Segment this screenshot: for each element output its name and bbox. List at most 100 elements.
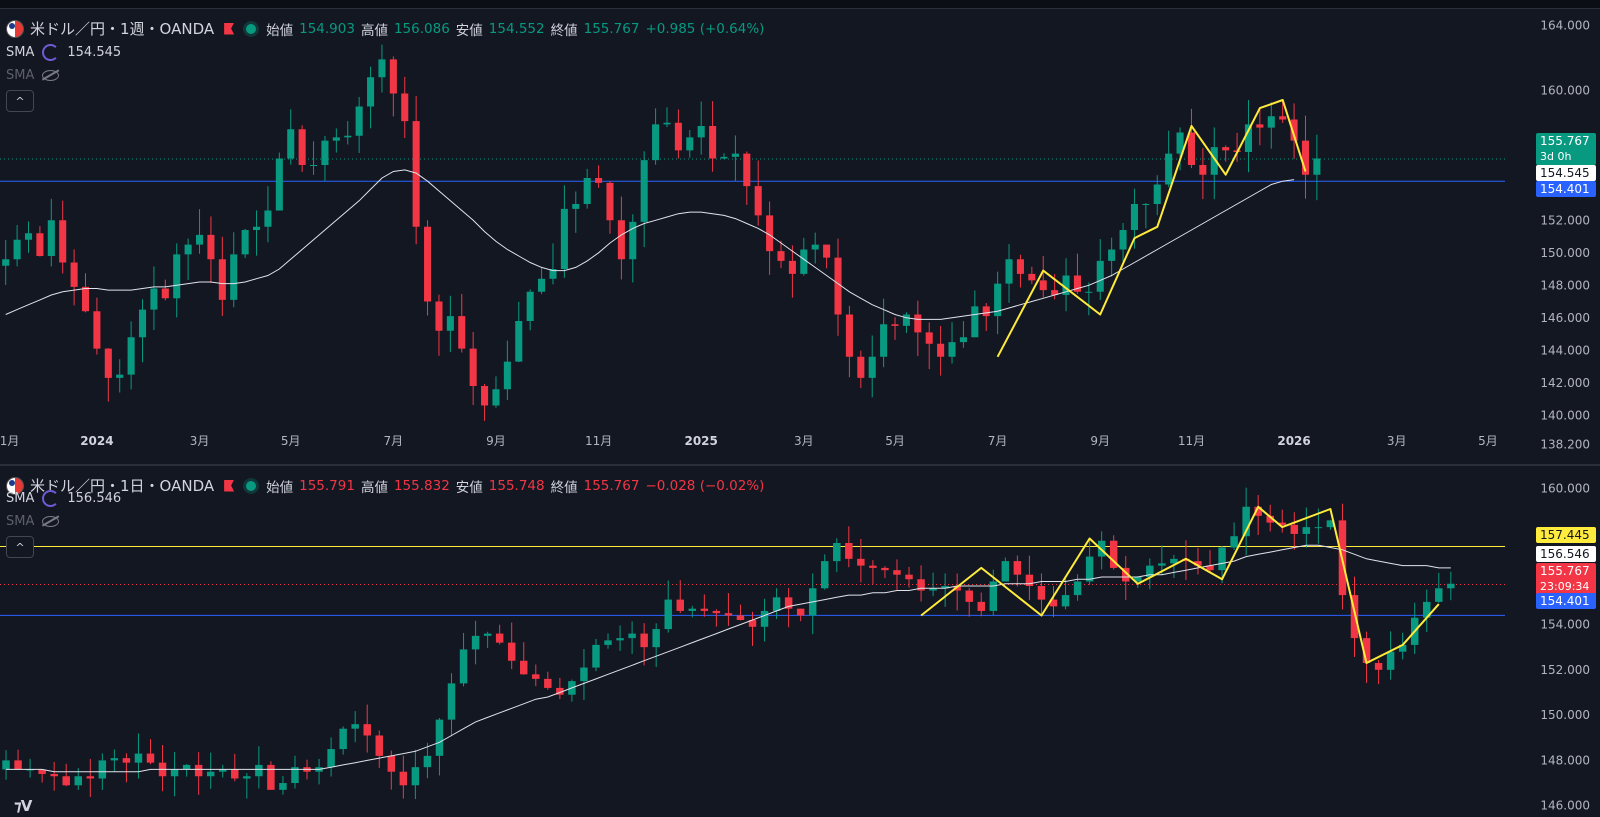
candle-body (459, 649, 468, 684)
change-value: −0.028 (−0.02%) (645, 477, 765, 494)
weekly-sma-hidden-indicator[interactable]: SMA (6, 68, 60, 83)
red-flag-icon[interactable] (224, 479, 235, 492)
candle-body (424, 226, 432, 302)
collapse-legend-button[interactable]: ^ (6, 90, 34, 112)
candle-body (327, 749, 335, 768)
eye-hidden-icon[interactable] (42, 516, 60, 527)
candle-body (937, 343, 945, 357)
candle-body (796, 608, 805, 616)
daily-sma-indicator[interactable]: SMA 156.546 (6, 490, 121, 507)
eye-hidden-icon[interactable] (42, 70, 60, 81)
candle-body (604, 640, 612, 645)
candle-body (150, 288, 158, 310)
tradingview-logo-icon[interactable]: ⁊V (14, 797, 32, 815)
candle-body (1085, 291, 1093, 293)
candle-body (194, 764, 203, 777)
hline-price-tag: 154.401 (1536, 181, 1596, 197)
candle-body (2, 259, 10, 266)
candle-body (823, 244, 831, 258)
candle-body (332, 137, 340, 141)
usdjpy-flag-icon (6, 19, 24, 38)
candle-body (74, 776, 82, 786)
candle-body (252, 226, 261, 230)
candle-body (959, 337, 967, 343)
candle-body (93, 311, 101, 349)
pane-divider[interactable] (0, 464, 1600, 466)
close-label: 終値 (550, 479, 578, 496)
daily-chart-canvas[interactable]: 146.000148.000150.000152.000154.000158.0… (0, 466, 1600, 817)
candle-body (387, 755, 396, 772)
weekly-chart-panel[interactable]: 138.200 140.000 142.000 144.000 146.000 148.0… (0, 9, 1600, 464)
y-tick-label: 154.000 (1540, 618, 1590, 632)
candle-body (116, 374, 124, 378)
candle-body (1210, 147, 1218, 175)
last-price-tag: 155.767 23:09:34 (1536, 563, 1596, 595)
candle-body (948, 342, 956, 357)
candle-body (146, 753, 155, 763)
candle-body (1326, 520, 1335, 528)
candle-body (503, 361, 511, 390)
candle-body (195, 234, 204, 245)
candle-body (1016, 259, 1024, 274)
candle-body (1350, 595, 1359, 639)
candle-body (965, 590, 973, 602)
candle-body (1073, 275, 1081, 292)
daily-chart-panel[interactable]: 146.000148.000150.000152.000154.000158.0… (0, 466, 1600, 817)
candle-body (917, 579, 925, 591)
candle-body (495, 633, 504, 643)
candle-body (1218, 547, 1226, 571)
candle-body (1187, 132, 1195, 165)
candle-body (640, 633, 648, 648)
change-value: +0.985 (+0.64%) (645, 20, 765, 37)
x-tick-label: 5月 (281, 434, 301, 448)
candle-body (1362, 638, 1371, 664)
candle-body (1423, 601, 1431, 618)
collapse-legend-button[interactable]: ^ (6, 536, 34, 558)
y-tick-label: 150.000 (1540, 708, 1590, 722)
candle-body (469, 348, 477, 386)
candle-body (1266, 515, 1274, 523)
candle-body (857, 558, 865, 566)
red-flag-icon[interactable] (224, 22, 235, 35)
open-label: 始値 (266, 479, 294, 496)
candle-body (401, 93, 409, 122)
candle-body (686, 137, 694, 151)
candle-body (869, 565, 877, 568)
candle-body (532, 674, 540, 679)
daily-symbol-title[interactable]: 米ドル／円・1日・OANDA (30, 477, 215, 495)
candle-body (264, 210, 272, 227)
candle-body (616, 638, 624, 641)
candle-body (38, 769, 46, 774)
candle-body (1301, 140, 1310, 175)
candle-body (435, 719, 444, 756)
candle-body (1176, 132, 1184, 154)
candle-body (310, 165, 318, 166)
candle-body (520, 660, 528, 675)
candle-body (994, 283, 1002, 317)
candle-body (36, 233, 44, 256)
candle-body (526, 291, 534, 321)
candle-body (1447, 583, 1455, 589)
candle-body (1001, 561, 1010, 582)
candle-body (720, 156, 728, 159)
weekly-symbol-title[interactable]: 米ドル／円・1週・OANDA (30, 20, 215, 38)
candle-body (70, 262, 78, 287)
candle-body (709, 126, 717, 159)
bar-countdown: 23:09:34 (1540, 580, 1590, 593)
candle-body (275, 158, 283, 211)
y-tick-label: 160.000 (1540, 83, 1590, 97)
candle-body (367, 77, 375, 107)
candle-body (355, 106, 363, 136)
candle-body (134, 753, 143, 763)
weekly-sma-indicator[interactable]: SMA 154.545 (6, 44, 121, 61)
x-tick-label: 2024 (80, 434, 113, 448)
x-tick-label: 5月 (885, 434, 905, 448)
candle-body (389, 59, 397, 94)
candle-body (881, 567, 889, 571)
daily-sma-hidden-indicator[interactable]: SMA (6, 514, 60, 529)
candle-body (363, 724, 371, 736)
candle-body (1108, 249, 1116, 261)
low-label: 安値 (455, 479, 483, 496)
weekly-chart-canvas[interactable]: 138.200 140.000 142.000 144.000 146.000 148.0… (0, 9, 1600, 464)
candle-body (375, 735, 383, 756)
